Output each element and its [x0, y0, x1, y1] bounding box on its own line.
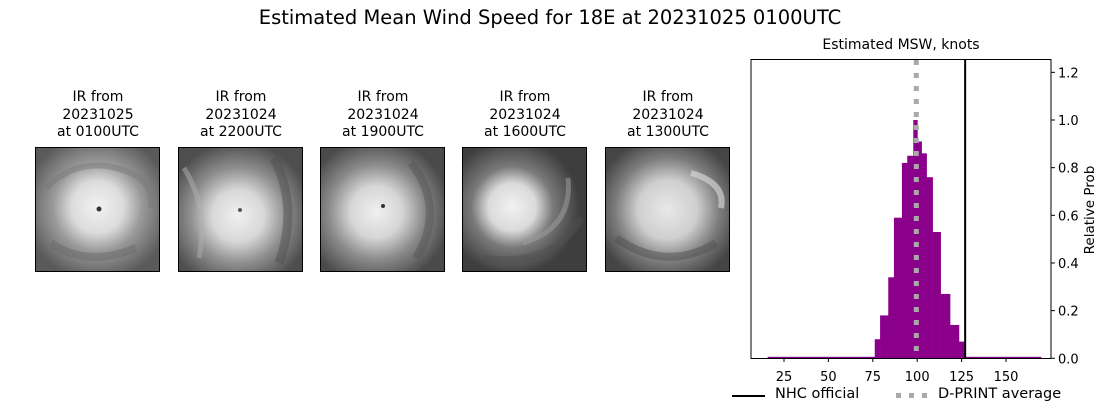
y-axis-ticks: 0.0 0.2 0.4 0.6 0.8 1.0 1.2	[1051, 66, 1079, 367]
ir-satellite-image	[178, 147, 303, 272]
histogram-bar	[901, 162, 908, 359]
histogram-bar	[950, 324, 960, 359]
caption-time: at 1300UTC	[627, 124, 709, 140]
caption-line: IR from	[357, 89, 409, 105]
histogram-bar	[874, 339, 881, 359]
histogram-bar	[917, 141, 922, 359]
ir-panel-caption: IR from 20231024 at 1900UTC	[298, 89, 468, 142]
histogram-bar	[965, 356, 1042, 359]
histogram-bar	[926, 177, 933, 359]
chart-title: Estimated MSW, knots	[822, 37, 980, 53]
caption-line: IR from	[72, 89, 124, 105]
caption-time: at 1900UTC	[342, 124, 424, 140]
dotted-line-icon	[896, 393, 929, 398]
solid-line-icon	[732, 395, 765, 397]
y-tick-label: 0.2	[1058, 305, 1079, 320]
y-tick-label: 1.2	[1058, 66, 1079, 81]
y-tick-label: 0.8	[1058, 162, 1079, 177]
caption-time: at 1600UTC	[484, 124, 566, 140]
y-tick-label: 1.0	[1058, 114, 1079, 129]
ir-panel-caption: IR from 20231024 at 1600UTC	[440, 89, 610, 142]
x-tick-label: 75	[865, 370, 882, 385]
caption-time: at 2200UTC	[200, 124, 282, 140]
histogram-bar	[907, 155, 914, 359]
caption-date: 20231025	[62, 106, 134, 123]
figure-title: Estimated Mean Wind Speed for 18E at 202…	[258, 6, 842, 29]
ir-panel-caption: IR from 20231024 at 1300UTC	[583, 89, 753, 142]
histogram-bar	[958, 341, 966, 359]
histogram-bar	[913, 120, 918, 359]
ir-panel-caption: IR from 20231025 at 0100UTC	[13, 89, 183, 142]
caption-time: at 0100UTC	[57, 124, 139, 140]
caption-line: IR from	[215, 89, 267, 105]
x-tick-label: 150	[994, 370, 1019, 385]
caption-date: 20231024	[632, 106, 704, 123]
x-axis-ticks: 25 50 75 100 125 150	[776, 358, 1019, 385]
caption-date: 20231024	[205, 106, 277, 123]
plot-frame	[750, 59, 1052, 359]
ir-panel-caption: IR from 20231024 at 2200UTC	[156, 89, 326, 142]
caption-date: 20231024	[489, 106, 561, 123]
histogram-bar	[940, 293, 951, 359]
caption-line: IR from	[642, 89, 694, 105]
legend-label: D-PRINT average	[938, 386, 1062, 402]
caption-line: IR from	[499, 89, 551, 105]
y-tick-label: 0.4	[1058, 257, 1079, 272]
histogram-bar	[880, 315, 889, 359]
ir-satellite-image	[605, 147, 730, 272]
legend-label: NHC official	[775, 386, 860, 402]
y-axis-label: Relative Prob	[1082, 166, 1098, 255]
x-tick-label: 125	[949, 370, 974, 385]
x-tick-label: 50	[820, 370, 837, 385]
y-tick-label: 0.0	[1058, 352, 1079, 367]
ir-satellite-image	[35, 147, 160, 272]
ir-satellite-image	[462, 147, 587, 272]
histogram-bar	[921, 153, 927, 359]
ir-satellite-image	[320, 147, 445, 272]
caption-date: 20231024	[347, 106, 419, 123]
y-tick-label: 0.6	[1058, 209, 1079, 224]
histogram-bar	[893, 217, 903, 359]
histogram-bars	[767, 120, 1042, 359]
x-tick-label: 25	[776, 370, 793, 385]
x-tick-label: 100	[905, 370, 930, 385]
histogram-bar	[888, 277, 895, 359]
histogram-bar	[932, 232, 941, 359]
histogram-bar	[767, 356, 876, 359]
